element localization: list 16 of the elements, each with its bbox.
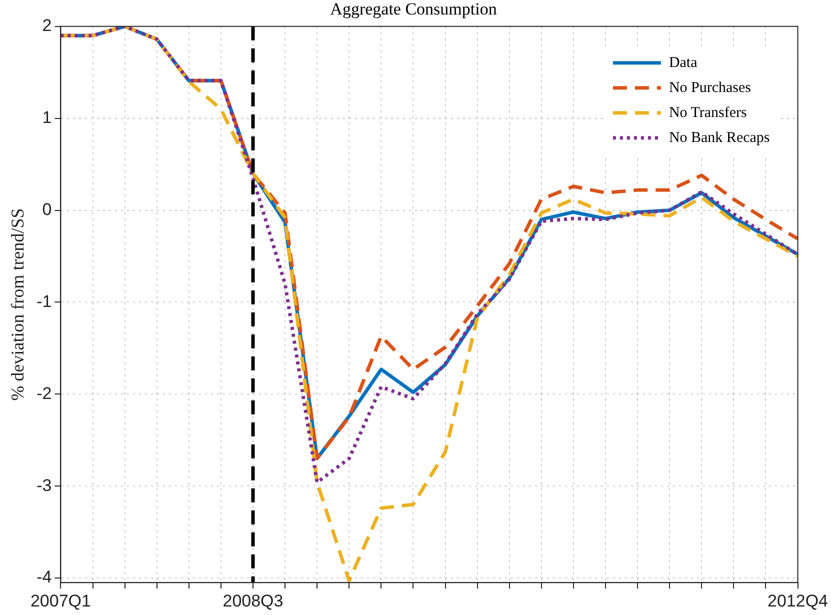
- chart-title: Aggregate Consumption: [330, 0, 498, 19]
- y-tick-label: 0: [42, 200, 52, 219]
- y-tick-label: -2: [36, 384, 52, 403]
- x-tick-label: 2012Q4: [768, 591, 828, 610]
- y-tick-label: -4: [36, 568, 52, 587]
- legend-label: No Transfers: [668, 104, 748, 121]
- y-tick-label: 1: [42, 108, 52, 128]
- y-tick-label: -1: [36, 292, 52, 311]
- y-axis-title: % deviation from trend/SS: [8, 208, 28, 401]
- legend-label: Data: [668, 54, 698, 71]
- y-tick-label: 2: [42, 16, 52, 36]
- legend-label: No Bank Recaps: [668, 130, 770, 146]
- legend-label: No Purchases: [668, 80, 752, 96]
- x-tick-label: 2007Q1: [30, 591, 91, 610]
- x-tick-label: 2008Q3: [222, 591, 284, 610]
- y-tick-label: -3: [36, 476, 52, 495]
